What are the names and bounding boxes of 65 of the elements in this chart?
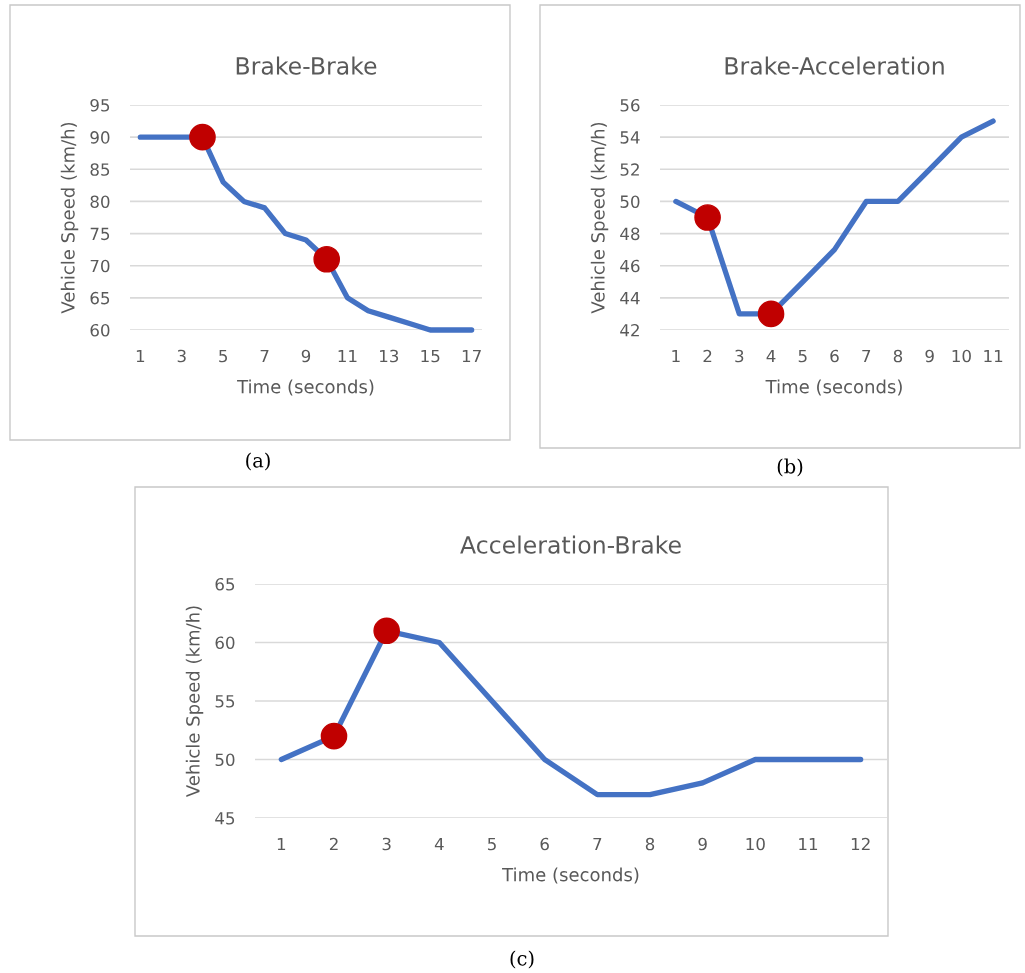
x-tick-label: 8 xyxy=(893,349,903,363)
x-tick-label: 13 xyxy=(380,349,399,363)
x-tick-label: 11 xyxy=(799,837,818,851)
x-axis-title: Time (seconds) xyxy=(502,867,639,884)
y-tick-label: 75 xyxy=(90,227,110,241)
x-tick-label: 11 xyxy=(984,349,1003,363)
x-tick-label: 2 xyxy=(703,349,712,363)
y-tick-label: 70 xyxy=(90,259,110,273)
y-tick-label: 60 xyxy=(90,323,110,337)
x-tick-label: 4 xyxy=(434,837,444,851)
y-tick-label: 48 xyxy=(620,227,640,241)
x-axis-title: Time (seconds) xyxy=(765,379,902,396)
text: (c) xyxy=(510,950,534,969)
x-tick-label: 7 xyxy=(862,349,871,363)
x-tick-label: 3 xyxy=(177,349,186,363)
y-tick-label: 46 xyxy=(620,259,640,273)
x-tick-label: 1 xyxy=(136,349,145,363)
x-tick-label: 17 xyxy=(462,349,481,363)
y-tick-label: 56 xyxy=(620,98,640,112)
x-tick-label: 10 xyxy=(952,349,971,363)
x-tick-label: 2 xyxy=(329,837,338,851)
chart-title: Acceleration-Brake xyxy=(460,535,681,554)
y-axis-title: Vehicle Speed (km/h) xyxy=(60,122,79,314)
x-tick-label: 7 xyxy=(593,837,602,851)
y-tick-label: 65 xyxy=(90,291,110,305)
x-tick-label: 3 xyxy=(382,837,391,851)
y-tick-label: 54 xyxy=(620,131,640,144)
x-tick-label: 1 xyxy=(672,349,680,363)
y-tick-label: 50 xyxy=(620,195,640,208)
y-tick-label: 55 xyxy=(215,695,235,708)
x-tick-label: 9 xyxy=(301,349,311,363)
x-tick-label: 15 xyxy=(421,349,440,363)
y-axis-title: Vehicle Speed (km/h) xyxy=(590,122,609,314)
x-tick-label: 9 xyxy=(925,349,934,363)
y-tick-label: 90 xyxy=(90,131,110,144)
x-tick-label: 7 xyxy=(260,349,269,363)
x-tick-label: 12 xyxy=(851,837,870,851)
x-tick-label: 10 xyxy=(746,837,765,851)
y-tick-label: 85 xyxy=(90,163,110,176)
text: (a) xyxy=(246,452,270,471)
x-tick-label: 6 xyxy=(540,837,549,851)
x-tick-label: 5 xyxy=(798,349,807,363)
x-tick-label: 8 xyxy=(645,837,655,851)
y-tick-label: 95 xyxy=(90,98,110,112)
y-tick-label: 65 xyxy=(215,577,235,591)
x-tick-label: 11 xyxy=(338,349,357,363)
y-tick-label: 80 xyxy=(90,195,110,208)
x-tick-label: 5 xyxy=(487,837,496,851)
x-tick-label: 3 xyxy=(735,349,744,363)
y-tick-label: 50 xyxy=(215,753,235,767)
y-tick-label: 45 xyxy=(215,812,235,825)
chart-title: Brake-Acceleration xyxy=(725,56,944,75)
y-tick-label: 44 xyxy=(620,292,640,305)
y-tick-label: 42 xyxy=(620,323,639,337)
x-tick-label: 9 xyxy=(698,837,707,851)
y-tick-label: 52 xyxy=(620,163,639,176)
x-tick-label: 5 xyxy=(219,349,228,363)
x-tick-label: 4 xyxy=(766,349,776,363)
text: (b) xyxy=(777,458,803,477)
y-axis-title: Vehicle Speed (km/h) xyxy=(185,606,204,798)
x-axis-title: Time (seconds) xyxy=(237,379,374,396)
chart-title: Brake-Brake xyxy=(236,56,377,75)
y-tick-label: 60 xyxy=(215,636,235,650)
x-tick-label: 1 xyxy=(277,837,286,851)
x-tick-label: 6 xyxy=(830,349,839,363)
